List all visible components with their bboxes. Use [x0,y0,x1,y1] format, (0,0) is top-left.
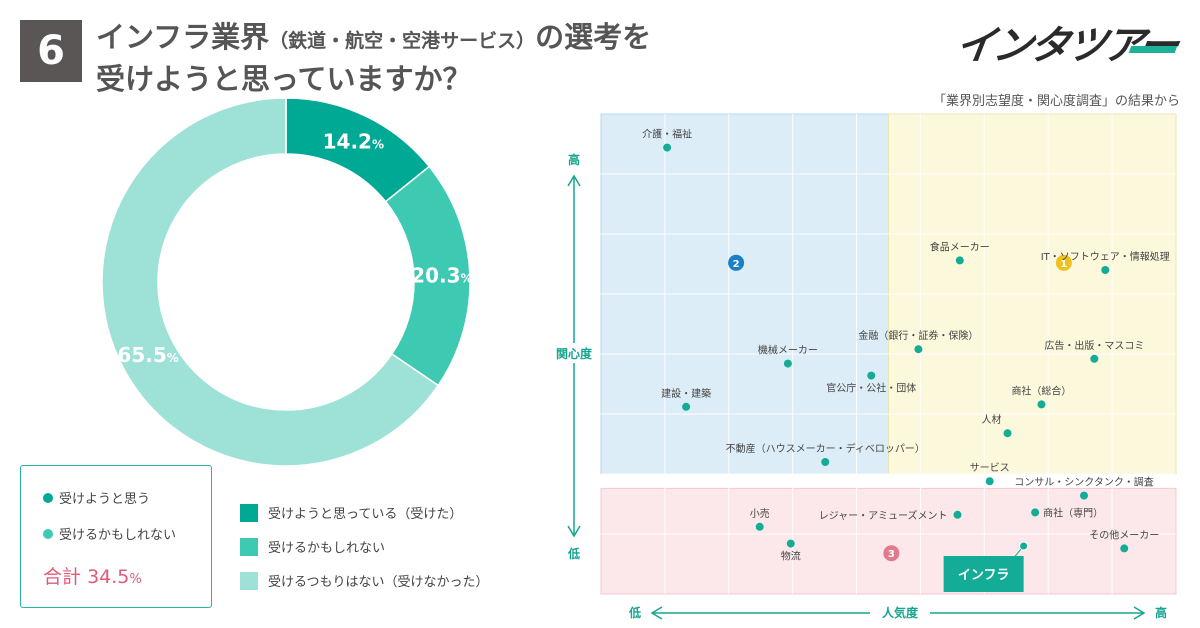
point-13 [1080,491,1088,500]
point-label-15: レジャー・アミューズメント [819,509,948,522]
donut-label-unit-2: % [461,272,473,286]
point-14 [1031,508,1040,517]
zone-badge-label-1: 1 [1060,259,1067,270]
total-unit: % [129,572,142,587]
brand-bar [1128,46,1178,53]
point-label-13: コンサル・シンクタンク・調査 [1014,476,1153,489]
point-3 [1101,266,1110,274]
summary-item-2: 受けるかもしれない [43,524,176,543]
legend-swatch-3 [240,571,258,590]
summary-item-2-label: 受けるかもしれない [59,528,177,543]
legend-label-2: 受けるかもしれない [268,541,386,556]
point-label-12: サービス [970,462,1010,474]
title-line2: 受けようと思っていますか？ [96,62,472,96]
legend-item-2: 受けるかもしれない [240,537,385,556]
donut-label-unit-3: % [167,351,179,365]
point-label-2: 食品メーカー [930,240,990,253]
point-16 [755,522,764,531]
point-label-16: 小売 [750,507,770,520]
point-label-10: 人材 [982,413,1002,426]
point-label-14: 商社（専門） [1043,506,1103,519]
point-label-9: 建設・建築 [661,387,711,400]
summary-item-1: 受けようと思う [43,488,150,507]
legend-label-1: 受けようと思っている（受けた） [268,507,463,522]
point-8 [1037,400,1046,409]
point-label-18: その他メーカー [1089,528,1159,541]
total-label: 合計 [43,566,82,588]
point-12 [985,477,994,486]
y-axis-low: 低 [567,546,580,561]
question-number: 6 [20,20,82,82]
mid-dot-icon [43,528,53,539]
point-1 [663,143,672,152]
point-label-11: 不動産（ハウスメーカー・ディベロッパー） [726,442,925,455]
point-label-8: 商社（総合） [1011,384,1071,397]
x-axis-arrow-left [650,606,663,620]
donut-slice-3 [101,97,440,467]
y-axis-label: 関心度 [556,346,593,361]
point-15 [953,510,962,519]
legend-item-3: 受けるつもりはない（受けなかった） [240,571,488,590]
zone-badge-label-3: 3 [888,549,895,560]
point-label-1: 介護・福祉 [642,128,692,141]
zone-badge-1 [1055,254,1072,271]
y-axis-high: 高 [568,152,580,167]
point-10 [1003,429,1012,438]
zone-badge-2 [728,254,745,271]
point-label-3: IT・ソフトウェア・情報処理 [1041,250,1170,263]
y-axis-arrow-down [567,525,581,538]
total-value: 34.5 [87,566,130,588]
legend-swatch-1 [240,503,258,522]
summary-box: 受けようと思う 受けるかもしれない 合計 34.5% [20,465,212,608]
point-2 [955,256,964,265]
donut-chart: 14.2%20.3%65.5% [101,97,473,467]
brand-logo: インタツアー [953,23,1179,69]
title-sub: （鉄道・航空・空港サービス） [269,30,536,52]
point-label-17: 物流 [781,550,801,563]
source-note: 「業界別志望度・関心度調査」の結果から [932,94,1180,109]
point-18 [1120,544,1129,553]
point-17 [786,539,795,548]
legend-item-1: 受けようと思っている（受けた） [240,503,462,522]
point-label-4: 金融（銀行・証券・保険） [858,329,978,342]
point-11 [821,458,830,466]
x-axis-arrow-right [1133,606,1146,620]
summary-item-1-label: 受けようと思う [59,492,151,507]
y-axis-label-bg [548,343,600,363]
point-19 [1019,541,1029,551]
point-label-5: 広告・出版・マスコミ [1044,339,1144,352]
x-axis-low: 低 [628,605,641,620]
point-6 [783,359,792,368]
question-title: インフラ業界（鉄道・航空・空港サービス）の選考を 受けようと思っていますか？ [96,18,736,98]
zone-badge-label-2: 2 [733,259,740,270]
point-label-6: 機械メーカー [758,344,818,357]
title-end: の選考を [535,20,652,54]
legend-label-3: 受けるつもりはない（受けなかった） [268,575,489,590]
point-5 [1090,354,1099,363]
point-9 [682,402,691,411]
point-4 [914,345,923,354]
summary-total: 合計 34.5% [43,562,142,589]
donut-label-unit-1: % [372,137,384,151]
point-7 [867,371,876,380]
x-axis-label: 人気度 [882,605,919,620]
point-label-7: 官公庁・公社・団体 [826,382,916,395]
legend-swatch-2 [240,537,258,556]
zone-pink [600,487,1177,595]
x-axis-label-bg [870,603,930,623]
x-axis-high: 高 [1155,605,1167,620]
zone-badge-3 [883,545,900,562]
y-axis-arrow-up [567,174,581,187]
dark-dot-icon [43,492,53,503]
point-callout-box [943,556,1024,592]
point-label-19: インフラ [958,568,1010,583]
title-main: インフラ業界 [96,20,270,54]
